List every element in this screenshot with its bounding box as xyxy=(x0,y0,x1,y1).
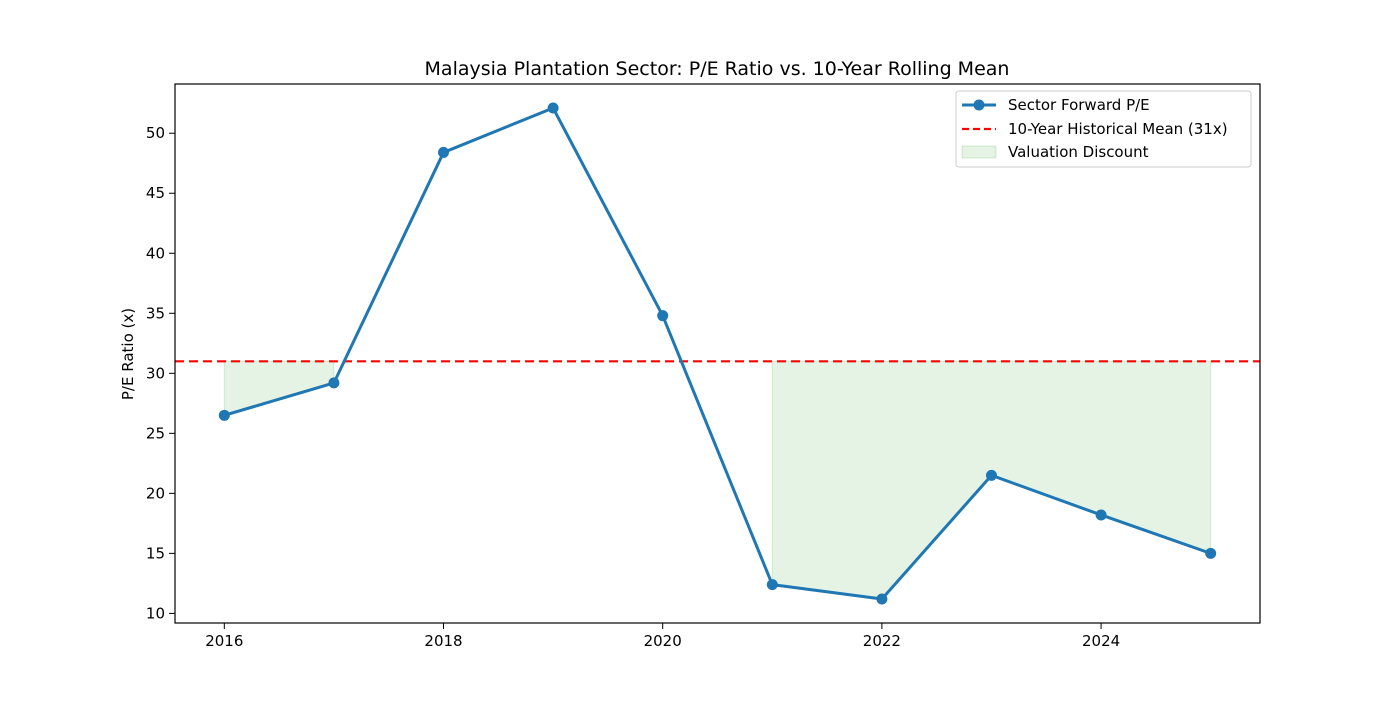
x-tick-label: 2016 xyxy=(205,632,243,650)
y-tick-label: 30 xyxy=(146,364,165,382)
data-point xyxy=(438,146,450,158)
legend-box xyxy=(955,90,1252,168)
chart-title: Malaysia Plantation Sector: P/E Ratio vs… xyxy=(425,58,1010,80)
x-tick-label: 2020 xyxy=(644,632,682,650)
series-line xyxy=(223,106,1212,601)
data-point xyxy=(766,579,778,591)
y-tick-label: 45 xyxy=(146,184,165,202)
legend-series-label: Sector Forward P/E xyxy=(1008,96,1150,114)
legend-fill-label: Valuation Discount xyxy=(1008,143,1149,161)
data-point xyxy=(1205,547,1217,559)
data-point xyxy=(547,102,559,114)
data-point xyxy=(985,469,997,481)
y-tick-label: 15 xyxy=(146,544,165,562)
x-tick-label: 2022 xyxy=(863,632,901,650)
y-tick-label: 40 xyxy=(146,244,165,262)
x-tick-label: 2024 xyxy=(1082,632,1120,650)
x-tick-label: 2018 xyxy=(424,632,462,650)
legend-mean-label: 10-Year Historical Mean (31x) xyxy=(1008,120,1228,138)
data-point xyxy=(328,377,340,389)
y-tick-label: 50 xyxy=(146,124,165,142)
axes-group: 2016 2018 2020 2022 2024 10 15 20 25 30 35 40 45 50 xyxy=(146,83,1261,650)
legend-fill-swatch xyxy=(961,145,997,159)
y-tick-label: 10 xyxy=(146,604,165,622)
plot-frame xyxy=(174,83,1261,624)
data-point xyxy=(1095,509,1107,521)
series-group xyxy=(218,102,1217,605)
data-point xyxy=(876,593,888,605)
data-point xyxy=(657,310,669,322)
y-axis-label: P/E Ratio (x) xyxy=(119,308,137,400)
y-tick-label: 20 xyxy=(146,484,165,502)
valuation-discount-area-group xyxy=(223,360,1212,600)
data-point xyxy=(218,409,230,421)
y-tick-label: 25 xyxy=(146,424,165,442)
y-tick-label: 35 xyxy=(146,304,165,322)
legend: Sector Forward P/E 10-Year Historical Mea… xyxy=(955,90,1252,168)
legend-series-marker xyxy=(973,99,985,111)
